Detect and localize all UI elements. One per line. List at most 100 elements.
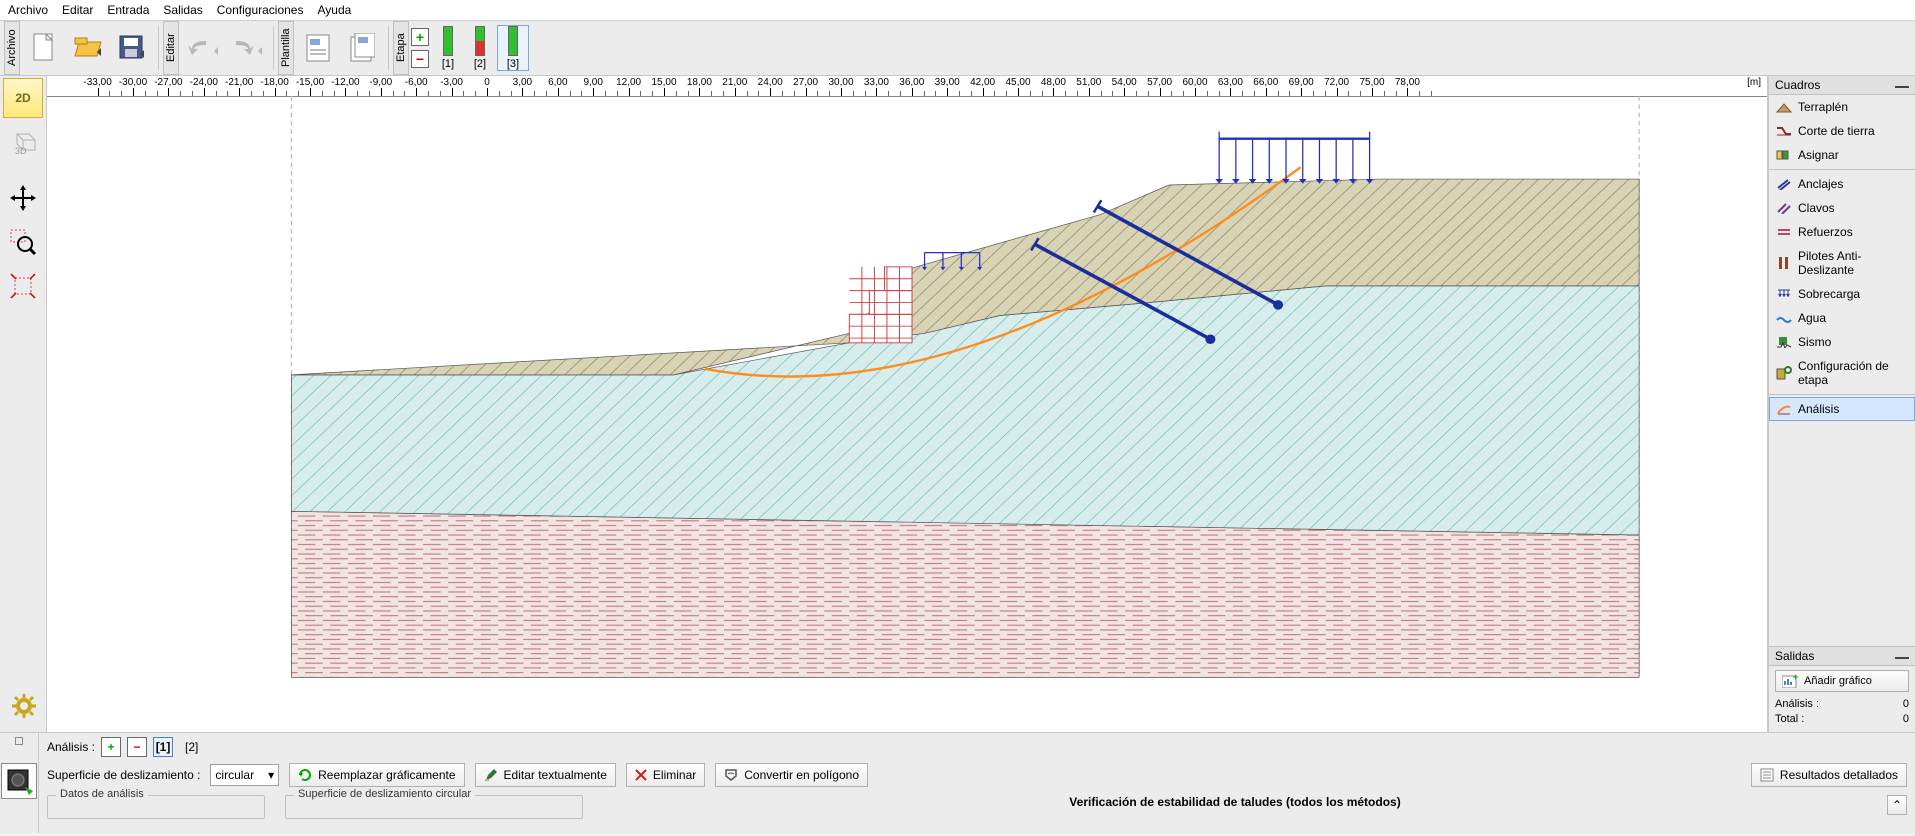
cuadro-item-label: Pilotes Anti-Deslizante (1798, 249, 1908, 277)
ruler-unit-label: [m] (1747, 77, 1761, 88)
analysis-tab-1[interactable]: [1] (153, 737, 173, 757)
redo-button[interactable] (226, 25, 268, 71)
replace-graphically-button[interactable]: Reemplazar gráficamente (289, 763, 464, 787)
cuadro-item-label: Refuerzos (1798, 225, 1853, 239)
view-tools: 2D 3D (0, 76, 47, 732)
cuadros-minimize-button[interactable] (1895, 82, 1909, 88)
cuadro-item-analisis[interactable]: Análisis (1769, 397, 1915, 421)
cuadro-item-label: Terraplén (1798, 100, 1848, 114)
analysis-tabs-row: Análisis : + − [1] [2] (47, 737, 1907, 757)
menu-editar[interactable]: Editar (62, 3, 93, 17)
cuadro-item-label: Sobrecarga (1798, 287, 1860, 301)
svg-text:+: + (1793, 674, 1798, 682)
terraplen-icon (1776, 100, 1792, 114)
settings-button[interactable] (4, 686, 44, 726)
detailed-results-button[interactable]: Resultados detallados (1751, 763, 1907, 787)
menu-ayuda[interactable]: Ayuda (317, 3, 351, 17)
cuadro-item-label: Análisis (1798, 402, 1839, 416)
stage-3-button[interactable]: [3] (497, 25, 529, 71)
fieldset-datos: Datos de análisis (47, 795, 265, 819)
toolbar-group-editar: Editar (163, 21, 179, 75)
cuadro-item-sismo[interactable]: Sismo (1769, 330, 1915, 354)
collapse-bottom-button[interactable]: ⌃ (1887, 795, 1907, 815)
analysis-remove-button[interactable]: − (127, 737, 147, 757)
cuadro-item-label: Corte de tierra (1798, 124, 1875, 138)
menu-entrada[interactable]: Entrada (107, 3, 149, 17)
salidas-header: Salidas (1769, 647, 1915, 666)
plantilla-1-button[interactable] (297, 25, 339, 71)
save-file-button[interactable] (111, 25, 153, 71)
svg-text:3D: 3D (15, 146, 27, 156)
menu-bar: Archivo Editar Entrada Salidas Configura… (0, 0, 1915, 21)
convert-polygon-button[interactable]: Convertir en polígono (715, 763, 868, 787)
salidas-row-analisis: Análisis :0 (1775, 698, 1909, 710)
bottom-panel: Análisis : + − [1] [2] Superficie de des… (0, 732, 1915, 833)
cuadro-item-label: Asignar (1798, 148, 1839, 162)
cuadro-item-sobrecarga[interactable]: Sobrecarga (1769, 282, 1915, 306)
surface-type-combo[interactable]: circular▾ (210, 764, 279, 786)
toolbar-group-plantilla: Plantilla (278, 21, 294, 75)
clavos-icon (1776, 201, 1792, 215)
view-2d-button[interactable]: 2D (3, 78, 43, 118)
toolbar-group-archivo: Archivo (4, 21, 20, 75)
horizontal-ruler: -33,00-30,00-27,00-24,00-21,00-18,00-15,… (47, 76, 1767, 97)
cuadro-item-config[interactable]: Configuración de etapa (1769, 354, 1915, 392)
slope-diagram (47, 96, 1767, 732)
undo-button[interactable] (182, 25, 224, 71)
stage-1-button[interactable]: [1] (433, 26, 463, 70)
sismo-icon (1776, 335, 1792, 349)
zoom-extents-button[interactable] (3, 266, 43, 306)
anclajes-icon (1776, 177, 1792, 191)
menu-archivo[interactable]: Archivo (8, 3, 48, 17)
cuadro-item-label: Anclajes (1798, 177, 1843, 191)
main-toolbar: Archivo Editar Plantilla Etapa + − [1] [… (0, 21, 1915, 76)
surface-label: Superficie de deslizamiento : (47, 768, 200, 782)
edit-textually-button[interactable]: Editar textualmente (475, 763, 616, 787)
cuadro-item-clavos[interactable]: Clavos (1769, 196, 1915, 220)
cuadro-item-pilotes[interactable]: Pilotes Anti-Deslizante (1769, 244, 1915, 282)
menu-salidas[interactable]: Salidas (163, 3, 202, 17)
sobrecarga-icon (1776, 287, 1792, 301)
cuadro-item-anclajes[interactable]: Anclajes (1769, 172, 1915, 196)
cuadro-item-asignar[interactable]: Asignar (1769, 143, 1915, 167)
add-graphic-button[interactable]: + Añadir gráfico (1775, 670, 1909, 692)
salidas-row-total: Total :0 (1775, 713, 1909, 725)
asignar-icon (1776, 148, 1792, 162)
toolbar-group-etapa: Etapa (393, 21, 409, 75)
cuadro-item-refuerzos[interactable]: Refuerzos (1769, 220, 1915, 244)
zoom-window-button[interactable] (3, 222, 43, 262)
cuadro-item-agua[interactable]: Agua (1769, 306, 1915, 330)
add-stage-button[interactable]: + (411, 28, 429, 46)
analysis-add-button[interactable]: + (101, 737, 121, 757)
analysis-tab-2[interactable]: [2] (179, 740, 204, 754)
cuadro-item-label: Agua (1798, 311, 1826, 325)
plantilla-2-button[interactable] (341, 25, 383, 71)
salidas-minimize-button[interactable] (1895, 653, 1909, 659)
pilotes-icon (1776, 256, 1792, 270)
config-icon (1776, 366, 1792, 380)
viewport[interactable]: -33,00-30,00-27,00-24,00-21,00-18,00-15,… (47, 76, 1768, 732)
menu-configuraciones[interactable]: Configuraciones (217, 3, 304, 17)
view-3d-button[interactable]: 3D (3, 122, 43, 162)
cuadro-item-label: Clavos (1798, 201, 1835, 215)
right-panel: Cuadros TerraplénCorte de tierraAsignarA… (1768, 76, 1915, 732)
analysis-label: Análisis : (47, 740, 95, 754)
refuerzos-icon (1776, 225, 1792, 239)
cuadro-item-terraplen[interactable]: Terraplén (1769, 95, 1915, 119)
analysis-controls-row: Superficie de deslizamiento : circular▾ … (47, 763, 1907, 787)
open-file-button[interactable] (67, 25, 109, 71)
agua-icon (1776, 311, 1792, 325)
cuadro-item-label: Sismo (1798, 335, 1831, 349)
stage-2-button[interactable]: [2] (465, 26, 495, 70)
corte-icon (1776, 124, 1792, 138)
delete-button[interactable]: Eliminar (626, 763, 705, 787)
run-analysis-button[interactable] (1, 763, 37, 799)
new-file-button[interactable] (23, 25, 65, 71)
analisis-icon (1776, 402, 1792, 416)
salidas-panel: Salidas + Añadir gráfico Análisis :0 Tot… (1769, 646, 1915, 732)
main-area: 2D 3D -33,00-30,00-27,00-24,00-21,00-18,… (0, 76, 1915, 732)
cuadros-list: Terraplén Corte de tierra Asignar Anclajes C… (1769, 95, 1915, 646)
cuadro-item-corte[interactable]: Corte de tierra (1769, 119, 1915, 143)
remove-stage-button[interactable]: − (411, 50, 429, 68)
pan-button[interactable] (3, 178, 43, 218)
